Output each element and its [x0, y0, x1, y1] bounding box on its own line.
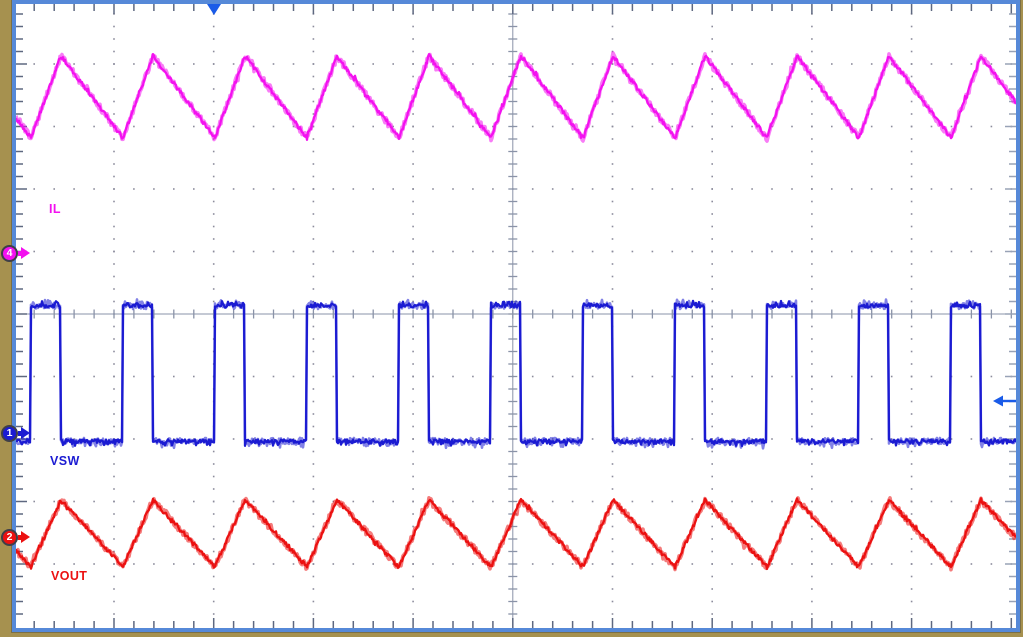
trigger-level-marker[interactable] [993, 395, 1016, 407]
channel-4-ground-marker[interactable]: 4 [1, 243, 30, 263]
trace-vsw [16, 298, 1016, 450]
trigger-position-marker[interactable] [207, 4, 221, 15]
channel-2-arrow-stem [18, 534, 21, 540]
channel-4-arrow-stem [18, 250, 21, 256]
channel-1-ground-marker[interactable]: 1 [1, 423, 30, 443]
trace-label-vout: VOUT [51, 569, 88, 583]
trace-label-vsw: VSW [50, 454, 80, 468]
channel-2-arrow-icon [21, 531, 30, 543]
channel-4-badge: 4 [1, 244, 18, 262]
trace-vout [16, 495, 1016, 572]
channel-4-arrow-icon [21, 247, 30, 259]
graticule [16, 4, 1016, 628]
channel-2-ground-marker[interactable]: 2 [1, 527, 30, 547]
waveform-plot-area [16, 4, 1016, 628]
scope-screen [11, 0, 1021, 633]
trace-label-il: IL [49, 202, 61, 216]
channel-2-badge: 2 [1, 528, 18, 546]
channel-1-arrow-icon [21, 427, 30, 439]
trace-il [16, 51, 1016, 143]
channel-1-badge: 1 [1, 424, 18, 442]
channel-1-arrow-stem [18, 430, 21, 436]
